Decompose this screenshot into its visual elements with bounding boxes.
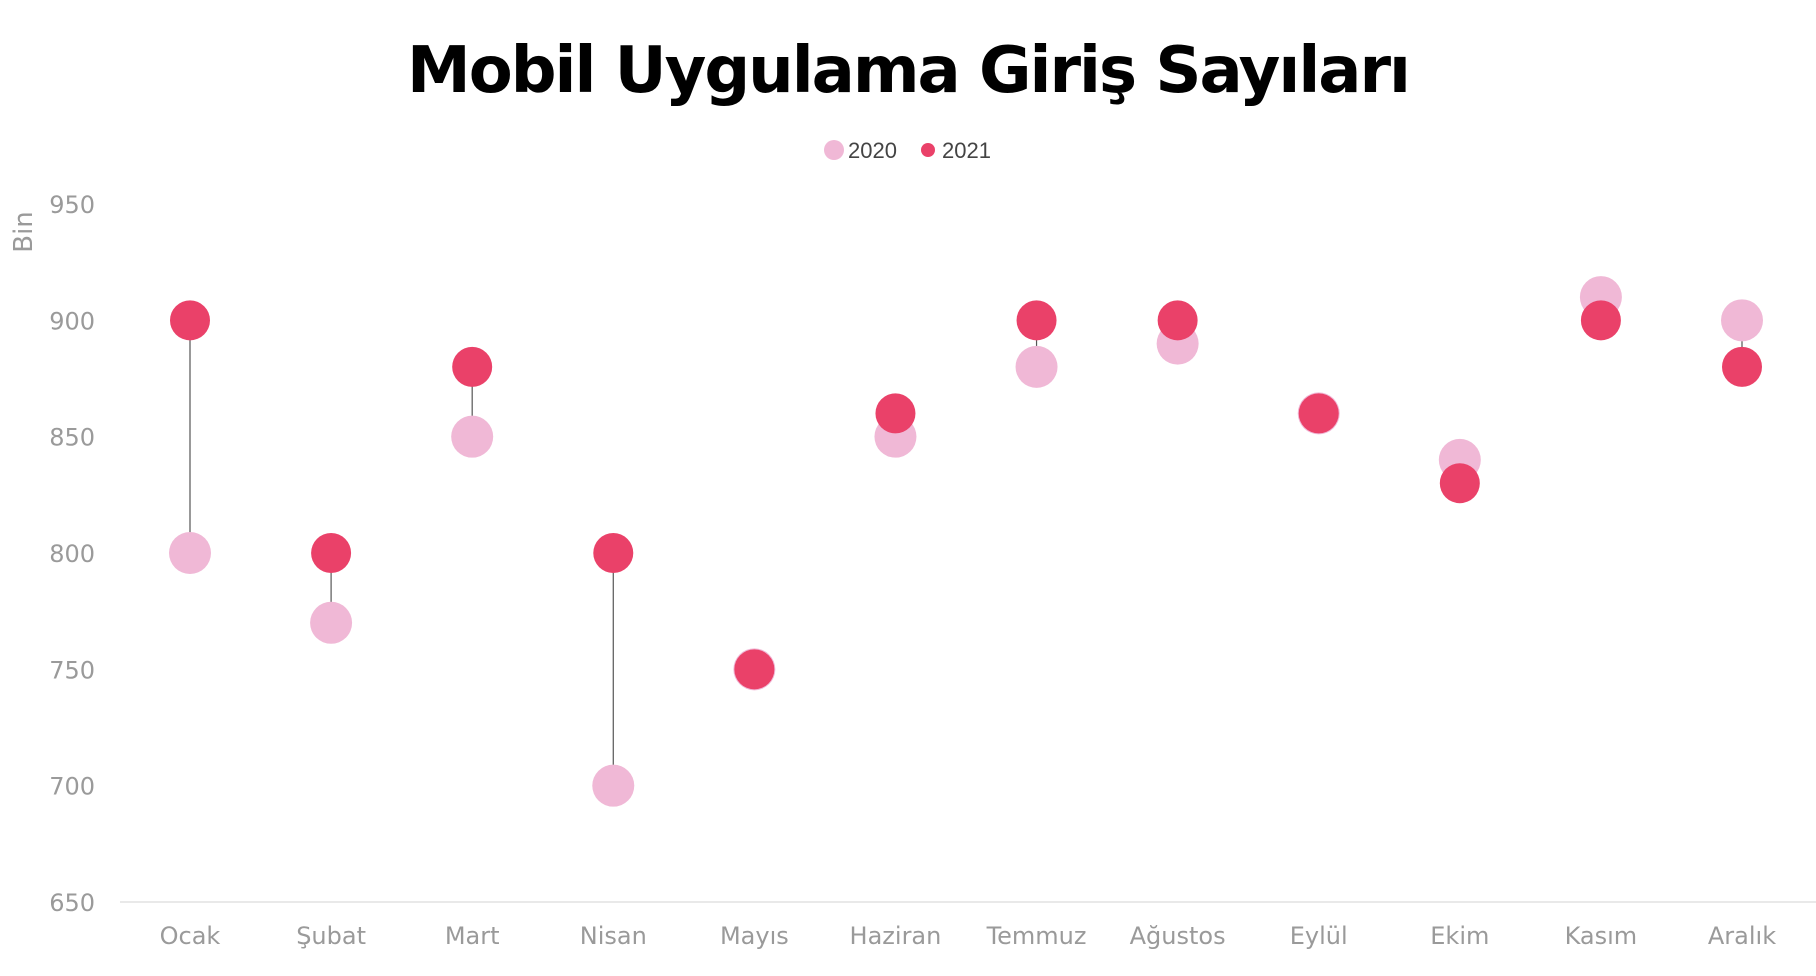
series-2021-points bbox=[170, 300, 1762, 690]
legend: 2020 2021 bbox=[824, 138, 991, 163]
x-tick-label: Kasım bbox=[1565, 922, 1638, 950]
chart-title: Mobil Uygulama Giriş Sayıları bbox=[407, 34, 1409, 108]
y-tick-label: 700 bbox=[49, 773, 95, 801]
point-2021 bbox=[1016, 300, 1057, 341]
legend-label-2021: 2021 bbox=[942, 138, 991, 163]
x-tick-label: Haziran bbox=[850, 922, 942, 950]
point-2021 bbox=[1298, 393, 1339, 434]
legend-marker-2021 bbox=[921, 143, 935, 157]
y-tick-label: 650 bbox=[49, 889, 95, 917]
series-2020-points bbox=[169, 276, 1763, 807]
point-2021 bbox=[1580, 300, 1621, 341]
y-tick-label: 950 bbox=[49, 191, 95, 219]
point-2021 bbox=[170, 300, 210, 341]
x-tick-label: Aralık bbox=[1708, 922, 1776, 950]
x-tick-label: Mart bbox=[445, 922, 500, 950]
x-tick-label: Temmuz bbox=[986, 922, 1087, 950]
x-axis-ticks: Ocak Şubat Mart Nisan Mayıs Haziran Temmuz Ağus… bbox=[160, 922, 1777, 950]
x-tick-label: Ocak bbox=[160, 922, 221, 950]
point-2021 bbox=[311, 533, 352, 573]
point-2021 bbox=[1439, 463, 1480, 504]
point-2020 bbox=[310, 601, 353, 644]
x-tick-label: Ağustos bbox=[1130, 922, 1226, 950]
y-tick-label: 850 bbox=[49, 424, 95, 452]
point-2021 bbox=[1722, 346, 1762, 387]
point-2020 bbox=[169, 532, 211, 574]
point-2021 bbox=[1157, 300, 1198, 341]
point-2021 bbox=[875, 393, 916, 434]
point-2020 bbox=[1015, 345, 1058, 388]
point-2021 bbox=[734, 649, 775, 690]
legend-label-2020: 2020 bbox=[848, 138, 897, 163]
x-tick-label: Mayıs bbox=[720, 922, 789, 950]
point-2021 bbox=[593, 533, 634, 573]
y-tick-label: 750 bbox=[49, 656, 95, 684]
y-tick-label: 800 bbox=[49, 540, 95, 568]
point-2020 bbox=[451, 415, 494, 458]
x-tick-label: Eylül bbox=[1290, 922, 1348, 950]
point-2021 bbox=[452, 346, 493, 387]
y-axis-label: Bin bbox=[9, 211, 39, 253]
y-tick-label: 900 bbox=[49, 307, 95, 335]
x-tick-label: Şubat bbox=[296, 922, 366, 950]
connector-lines bbox=[189, 297, 1743, 786]
legend-marker-2020 bbox=[824, 140, 844, 160]
point-2020 bbox=[592, 764, 635, 807]
point-2020 bbox=[1721, 299, 1763, 342]
x-tick-label: Nisan bbox=[580, 922, 647, 950]
x-tick-label: Ekim bbox=[1430, 922, 1489, 950]
y-axis-ticks: 650 700 750 800 850 900 950 bbox=[49, 191, 95, 917]
